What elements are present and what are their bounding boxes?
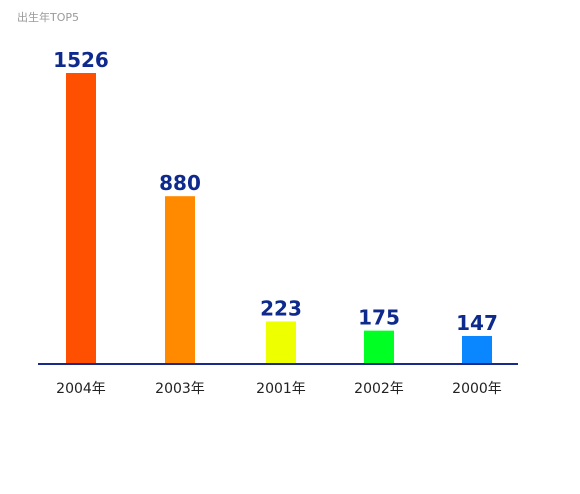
x-tick-label-3: 2001年 [256, 381, 306, 397]
tick-labels-group: 2004年 2003年 2001年 2002年 2000年 [56, 381, 502, 397]
bar-4 [364, 330, 394, 364]
bar-5 [462, 335, 492, 364]
value-label-2: 880 [159, 171, 201, 195]
value-label-1: 1526 [53, 48, 109, 72]
bar-2 [165, 196, 195, 364]
bars-group [66, 73, 492, 364]
value-labels-group: 1526 880 223 175 147 [53, 48, 498, 335]
chart-title: 出生年TOP5 [17, 11, 80, 24]
x-tick-label-1: 2004年 [56, 381, 106, 397]
value-label-4: 175 [358, 306, 400, 330]
value-label-3: 223 [260, 296, 302, 320]
bar-3 [266, 321, 296, 364]
x-tick-label-2: 2003年 [155, 381, 205, 397]
x-tick-label-5: 2000年 [452, 381, 502, 397]
bar-1 [66, 73, 96, 364]
x-tick-label-4: 2002年 [354, 381, 404, 397]
value-label-5: 147 [456, 311, 498, 335]
